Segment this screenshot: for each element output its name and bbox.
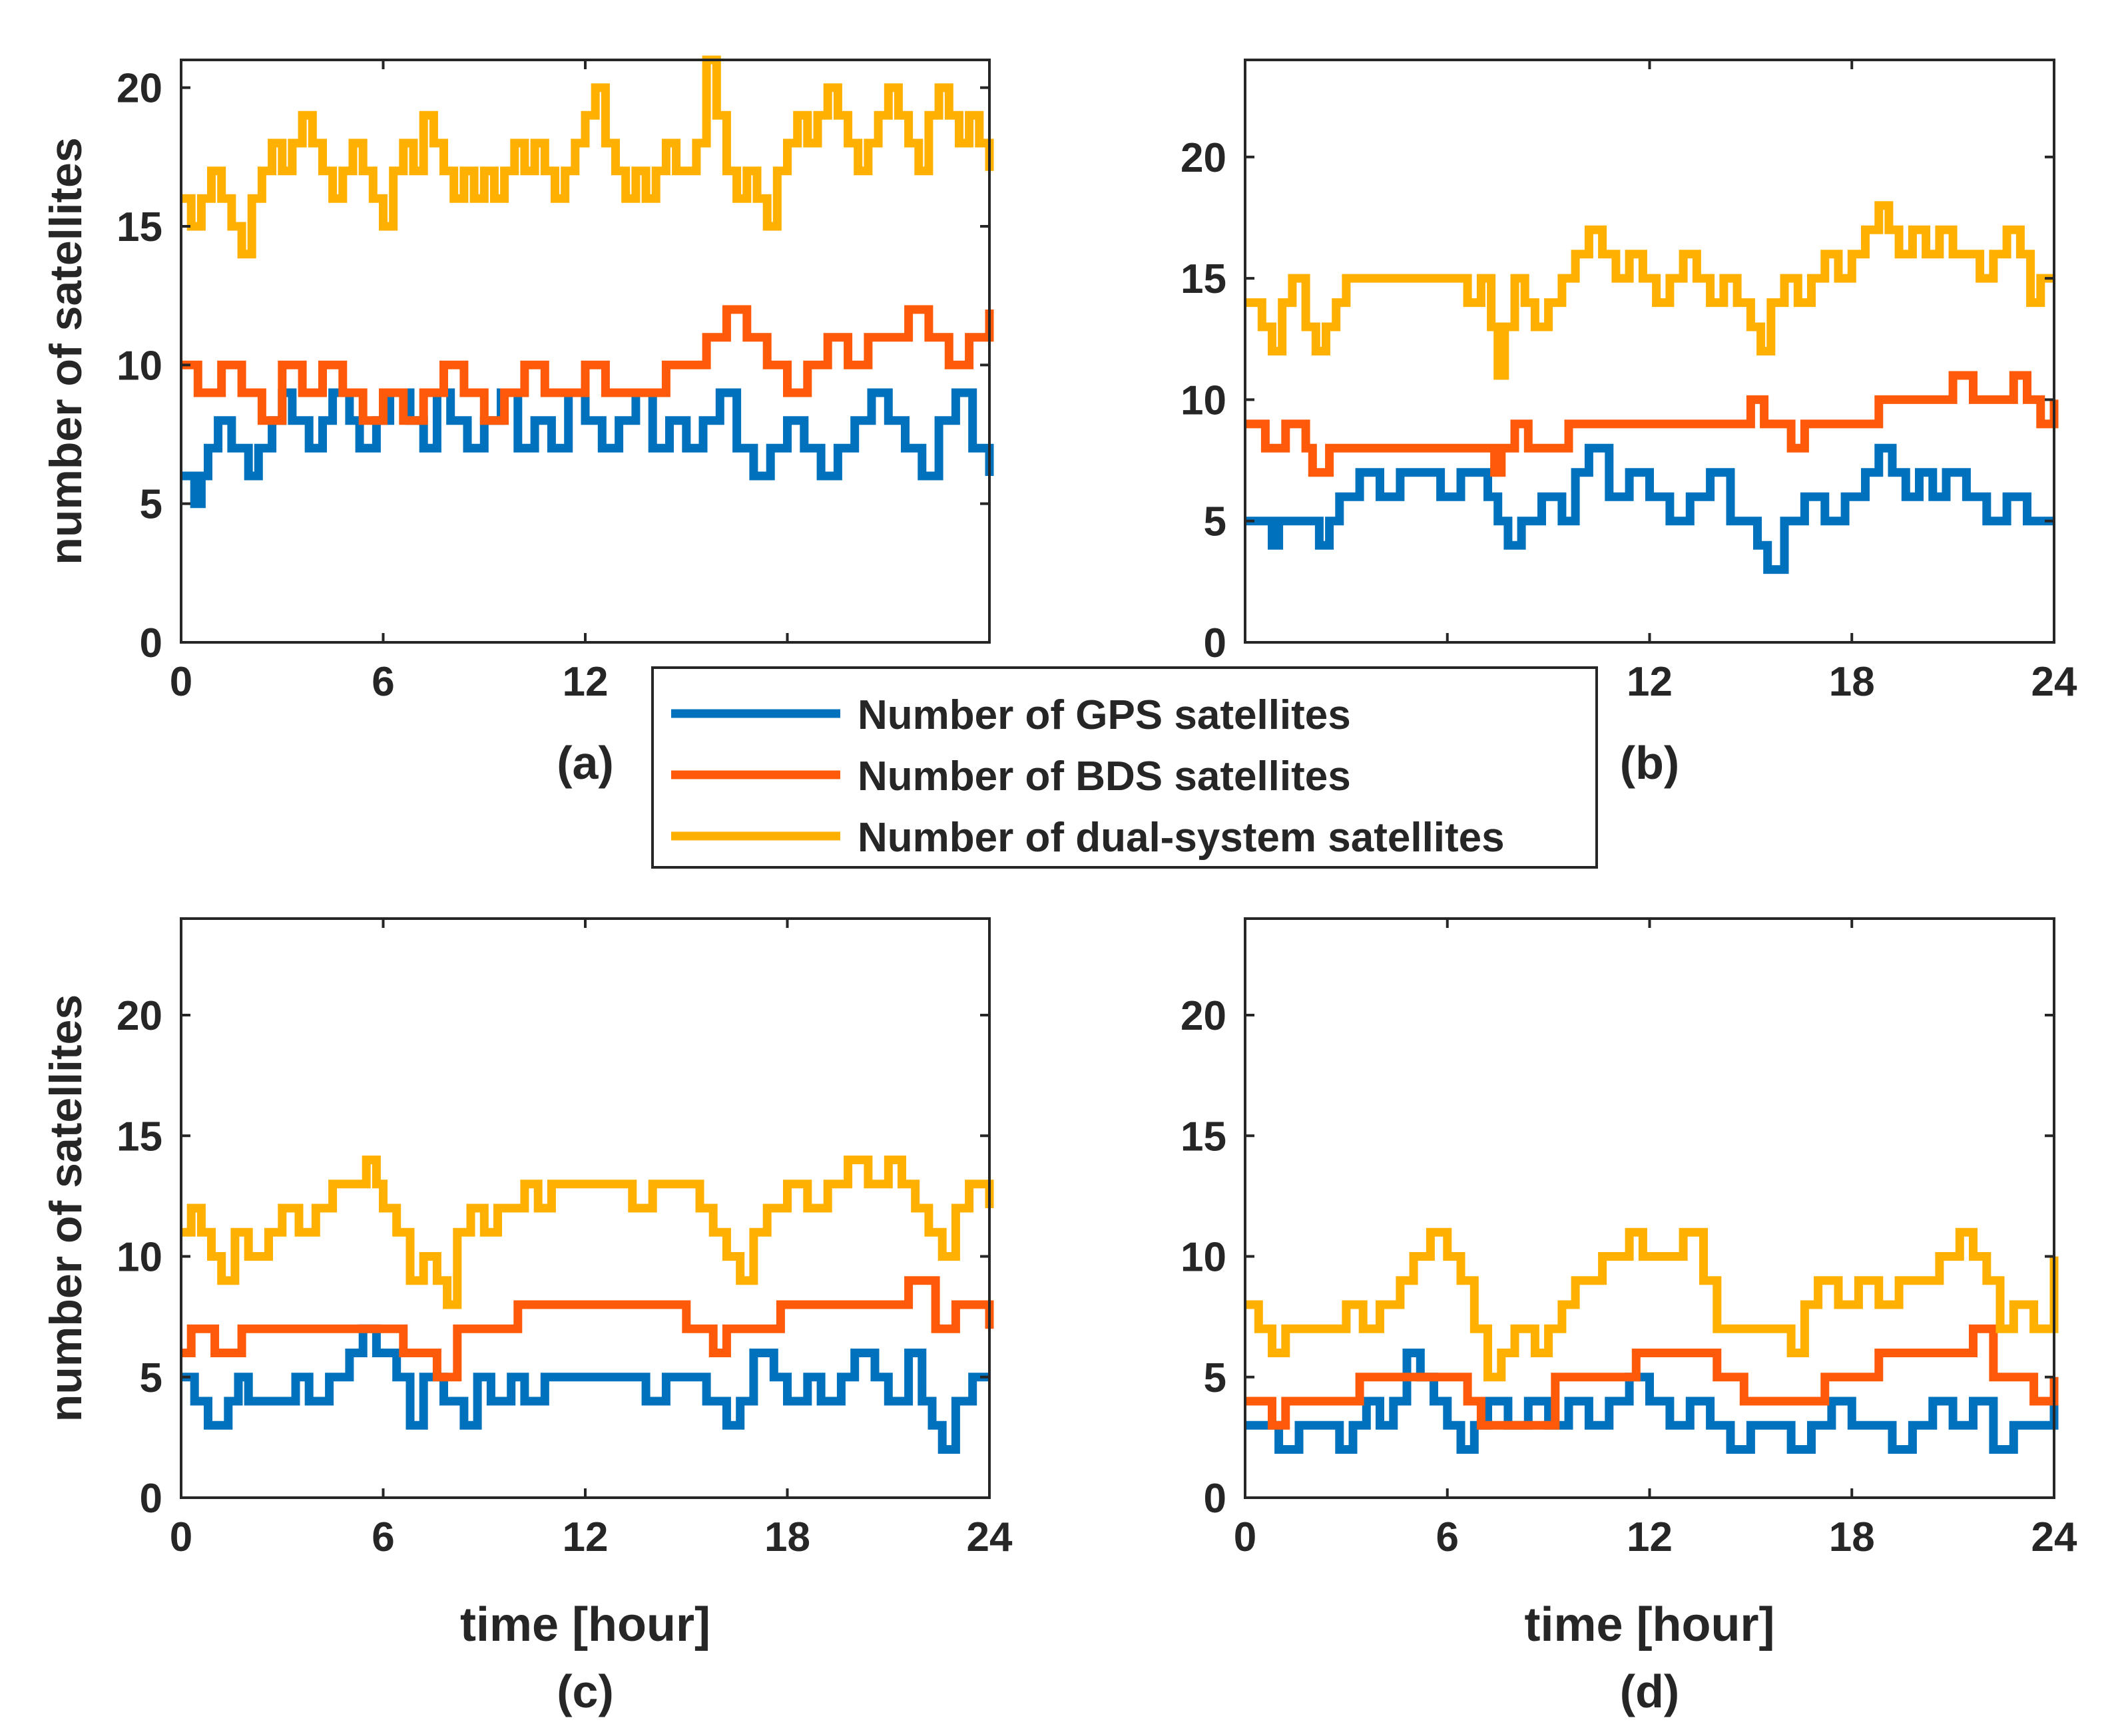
- y-axis-label: number of satellites: [41, 137, 91, 564]
- x-tick-label: 18: [764, 1514, 810, 1560]
- y-tick-label: 0: [1204, 1476, 1226, 1522]
- series-line-bds: [1245, 371, 2059, 477]
- y-tick-label: 5: [1204, 499, 1226, 545]
- y-tick-label: 10: [117, 1235, 162, 1281]
- series-line-dual: [181, 1156, 994, 1309]
- legend: Number of GPS satellites Number of BDS sa…: [651, 666, 1598, 869]
- series-group: [1245, 1227, 2059, 1454]
- y-tick-label: 10: [1181, 377, 1226, 423]
- x-tick-label: 24: [2031, 659, 2077, 705]
- x-tick-label: 0: [1234, 1514, 1256, 1560]
- series-line-bds: [181, 1276, 994, 1382]
- x-tick-label: 0: [170, 659, 192, 705]
- axes-box: [1244, 59, 2055, 644]
- x-tick-label: 12: [1627, 1514, 1673, 1560]
- series-group: [181, 55, 994, 509]
- x-tick-label: 12: [563, 659, 609, 705]
- y-tick-label: 5: [140, 482, 162, 528]
- x-tick-label: 6: [372, 1514, 394, 1560]
- panel-1: 0 5 10 15 20 12 18 24 (b): [1181, 59, 2077, 789]
- x-tick-label: 12: [563, 1514, 609, 1560]
- panel-label: (c): [557, 1665, 614, 1717]
- series-group: [1245, 201, 2059, 574]
- x-tick-label: 12: [1627, 659, 1673, 705]
- y-tick-label: 20: [117, 66, 162, 112]
- x-tick-label: 0: [170, 1514, 192, 1560]
- series-line-bds: [181, 305, 994, 425]
- panel-label: (b): [1620, 737, 1679, 789]
- series-line-gps: [181, 1324, 989, 1454]
- x-tick-label: 18: [1829, 1514, 1875, 1560]
- y-tick-label: 20: [1181, 993, 1226, 1039]
- y-tick-label: 5: [140, 1355, 162, 1401]
- panel-0: 0 5 10 15 20 0 6 12 number of satellites (a): [41, 55, 994, 789]
- series-line-dual: [181, 55, 994, 259]
- panel-2: 0 5 10 15 20 0 6 12 18 24 number of satellites time…: [41, 917, 1013, 1717]
- y-tick-label: 15: [1181, 256, 1226, 302]
- series-line-gps: [1245, 1349, 2059, 1454]
- y-axis-label: number of satellites: [41, 994, 91, 1422]
- series-line-gps: [181, 388, 994, 509]
- x-tick-label: 24: [2031, 1514, 2077, 1560]
- legend-label: Number of dual-system satellites: [858, 815, 1505, 861]
- series-line-gps: [1245, 443, 2054, 574]
- y-tick-label: 20: [1181, 135, 1226, 181]
- panel-3: 0 5 10 15 20 0 6 12 18 24 time [hour] (d): [1181, 917, 2077, 1717]
- x-tick-label: 24: [967, 1514, 1013, 1560]
- y-tick-label: 5: [1204, 1355, 1226, 1401]
- series-line-bds: [1245, 1324, 2059, 1430]
- series-line-dual: [1245, 1227, 2059, 1382]
- y-tick-label: 20: [117, 993, 162, 1039]
- x-axis-label: time [hour]: [460, 1598, 710, 1651]
- panel-label: (d): [1620, 1665, 1679, 1717]
- x-axis-label: time [hour]: [1525, 1598, 1775, 1651]
- y-tick-label: 0: [140, 1476, 162, 1522]
- y-tick-label: 15: [1181, 1114, 1226, 1160]
- series-line-dual: [1245, 201, 2054, 380]
- panel-label: (a): [557, 737, 614, 789]
- y-tick-label: 10: [117, 343, 162, 389]
- series-group: [181, 1156, 994, 1454]
- legend-label: Number of BDS satellites: [858, 754, 1351, 799]
- y-tick-label: 0: [1204, 620, 1226, 666]
- y-tick-label: 0: [140, 620, 162, 666]
- y-tick-label: 15: [117, 204, 162, 250]
- y-tick-label: 10: [1181, 1235, 1226, 1281]
- x-tick-label: 18: [1829, 659, 1875, 705]
- y-tick-label: 15: [117, 1114, 162, 1160]
- legend-label: Number of GPS satellites: [858, 692, 1351, 738]
- x-tick-label: 6: [1436, 1514, 1459, 1560]
- x-tick-label: 6: [372, 659, 394, 705]
